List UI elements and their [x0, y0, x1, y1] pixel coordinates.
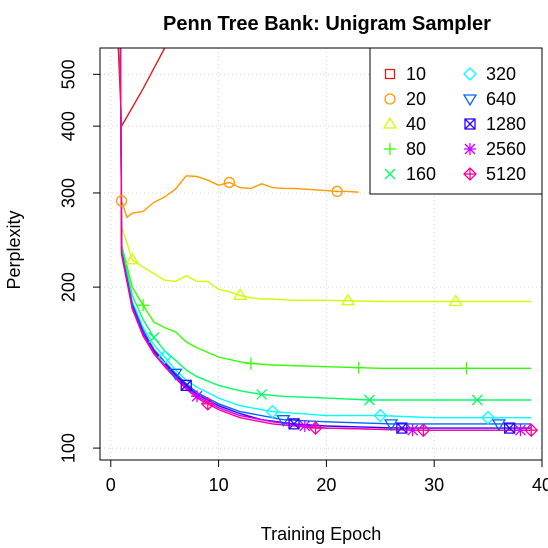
data-point-640 — [168, 368, 183, 381]
data-point-80 — [460, 362, 473, 375]
data-point-640 — [383, 419, 399, 432]
data-point-1280 — [504, 422, 516, 434]
data-point-5120 — [308, 421, 323, 435]
data-point-160 — [256, 388, 268, 400]
legend-label-80: 80 — [406, 139, 426, 159]
data-point-80 — [352, 361, 365, 374]
data-point-320 — [157, 350, 172, 364]
legend-marker-2560 — [464, 143, 476, 155]
y-tick-label: 500 — [59, 59, 79, 89]
series-line-160 — [119, 48, 532, 401]
data-point-1280 — [288, 418, 300, 430]
data-point-1280 — [396, 422, 408, 434]
legend-label-2560: 2560 — [486, 139, 526, 159]
legend-marker-1280 — [464, 118, 476, 130]
data-point-320 — [481, 410, 496, 425]
data-point-20 — [115, 195, 128, 207]
y-axis: 100 200 300 400 500 — [59, 59, 101, 463]
series-line-80 — [119, 48, 532, 369]
legend-label-40: 40 — [406, 114, 426, 134]
legend: 10 20 40 80 160 320 640 1280 2560 5120 — [369, 47, 543, 195]
x-tick-label: 20 — [316, 475, 336, 495]
data-point-320 — [265, 404, 280, 419]
data-point-160 — [471, 394, 483, 406]
x-tick-label: 0 — [106, 475, 116, 495]
legend-item-320: 320 — [463, 64, 516, 84]
data-point-1280 — [180, 379, 192, 392]
data-point-20 — [331, 185, 343, 198]
legend-marker-20 — [384, 93, 396, 105]
data-point-40 — [340, 293, 356, 306]
data-point-40 — [232, 288, 248, 301]
x-tick-label: 10 — [209, 475, 229, 495]
legend-item-80: 80 — [384, 139, 426, 159]
y-tick-label: 100 — [59, 433, 79, 463]
x-axis-label: Training Epoch — [261, 524, 381, 544]
legend-marker-640 — [462, 94, 478, 107]
data-point-20 — [223, 176, 236, 189]
series-markers — [115, 176, 539, 438]
data-point-2560 — [298, 419, 311, 432]
legend-item-160: 160 — [384, 164, 436, 184]
legend-marker-160 — [384, 168, 396, 180]
y-tick-label: 200 — [59, 272, 79, 302]
data-point-40 — [125, 252, 140, 265]
legend-marker-10 — [384, 68, 396, 80]
series-line-20 — [119, 48, 359, 219]
legend-item-5120: 5120 — [463, 164, 526, 184]
data-point-80 — [244, 357, 257, 370]
data-point-640 — [491, 419, 507, 432]
legend-marker-5120 — [463, 167, 477, 181]
legend-item-1280: 1280 — [464, 114, 526, 134]
data-point-40 — [448, 294, 463, 307]
series-line-320 — [119, 48, 532, 419]
y-tick-label: 300 — [59, 178, 79, 208]
legend-label-1280: 1280 — [486, 114, 526, 134]
legend-item-20: 20 — [384, 89, 426, 109]
series-line-40 — [119, 48, 532, 303]
legend-label-10: 10 — [406, 64, 426, 84]
legend-marker-80 — [384, 143, 396, 155]
legend-label-5120: 5120 — [486, 164, 526, 184]
legend-item-10: 10 — [384, 64, 426, 84]
data-point-640 — [276, 415, 291, 427]
series-line-5120 — [119, 48, 532, 431]
data-point-5120 — [200, 396, 215, 411]
legend-marker-320 — [463, 67, 477, 81]
y-tick-label: 400 — [59, 111, 79, 141]
legend-label-160: 160 — [406, 164, 436, 184]
legend-marker-40 — [382, 116, 398, 129]
data-point-80 — [137, 299, 150, 312]
legend-label-640: 640 — [486, 89, 516, 109]
legend-label-320: 320 — [486, 64, 516, 84]
data-point-2560 — [191, 390, 204, 403]
legend-item-2560: 2560 — [464, 139, 526, 159]
x-axis: 0 10 20 30 40 — [106, 459, 548, 495]
legend-item-640: 640 — [462, 89, 516, 109]
data-point-5120 — [416, 423, 431, 438]
legend-box — [369, 47, 543, 195]
data-point-160 — [148, 332, 160, 343]
legend-item-40: 40 — [382, 114, 426, 134]
data-point-320 — [373, 408, 388, 423]
legend-label-20: 20 — [406, 89, 426, 109]
y-axis-label: Perplexity — [4, 210, 24, 289]
data-point-5120 — [524, 423, 539, 438]
series-line-10 — [117, 48, 166, 129]
x-tick-label: 40 — [532, 475, 548, 495]
chart-title: Penn Tree Bank: Unigram Sampler — [163, 13, 491, 35]
data-point-160 — [364, 394, 375, 406]
x-tick-label: 30 — [424, 475, 444, 495]
